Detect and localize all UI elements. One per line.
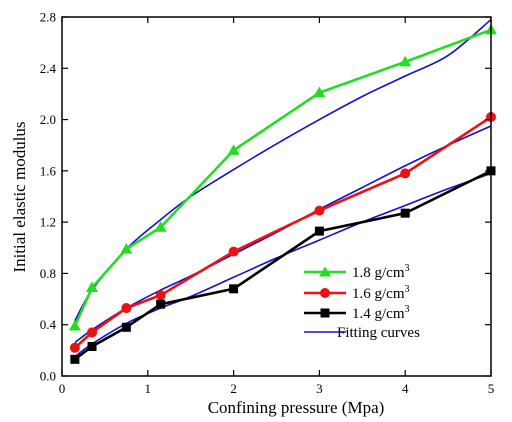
ticks-layer: 0 1 2 3 4 5 0.0 0.4 0.8 1.2 1.6 2.0 2.4 2.8 <box>40 10 495 397</box>
data-point-circle <box>121 303 132 314</box>
data-point-triangle <box>313 86 326 98</box>
data-point-circle <box>400 168 411 179</box>
data-point-square <box>121 322 131 332</box>
x-tick-label: 2 <box>230 381 237 396</box>
y-tick-label: 2.0 <box>40 112 56 127</box>
y-axis-label: Initial elastic modulus <box>10 121 29 272</box>
legend-entry-1.6: 1.6 g/cm3 <box>304 284 410 302</box>
data-point-circle <box>228 246 239 257</box>
fitting-curve-0 <box>74 18 492 322</box>
data-point-square <box>229 284 239 294</box>
y-tick-label: 1.2 <box>40 215 56 230</box>
plot-frame <box>61 16 492 377</box>
legend-marker-circle <box>320 288 330 298</box>
data-point-circle <box>155 290 166 301</box>
svg-text:1.6 g/cm3: 1.6 g/cm3 <box>352 284 410 302</box>
y-tick-label: 1.6 <box>40 163 57 178</box>
data-point-triangle <box>120 243 133 254</box>
y-tick-label: 0.4 <box>40 317 57 332</box>
data-point-triangle <box>86 281 99 293</box>
legend-entry-1.4: 1.4 g/cm3 <box>304 304 410 322</box>
svg-text:1.4 g/cm3: 1.4 g/cm3 <box>352 304 410 322</box>
y-tick-label: 0.8 <box>40 266 56 281</box>
axes-layer <box>61 16 492 377</box>
svg-text:1.8 g/cm3: 1.8 g/cm3 <box>352 263 410 281</box>
legend-sup-1.4: 3 <box>405 304 410 315</box>
data-point-triangle <box>399 55 412 67</box>
x-tick-label: 5 <box>488 381 495 396</box>
fitting-curves-layer <box>74 18 492 358</box>
legend-marker-triangle <box>319 266 331 277</box>
y-tick-label: 2.8 <box>40 10 56 25</box>
data-point-square <box>314 226 324 236</box>
legend-sup-1.6: 3 <box>405 284 410 295</box>
y-tick-label: 2.4 <box>40 61 57 76</box>
legend-entry-fitting: Fitting curves <box>304 325 420 341</box>
data-point-square <box>156 299 166 309</box>
x-axis-label: Confining pressure (Mpa) <box>208 398 385 417</box>
series-line-0 <box>73 28 492 327</box>
data-point-triangle <box>154 221 167 232</box>
legend-label-1.8: 1.8 g/cm <box>352 265 405 281</box>
data-point-triangle <box>227 144 240 155</box>
legend-label-fitting: Fitting curves <box>337 325 420 341</box>
y-tick-label: 0.0 <box>40 369 56 384</box>
legend: 1.8 g/cm3 1.6 g/cm3 1.4 g/cm3 Fitting cu… <box>304 263 420 341</box>
data-point-square <box>400 208 410 218</box>
x-tick-label: 3 <box>316 381 323 396</box>
data-point-circle <box>69 342 80 353</box>
series-line-2 <box>74 169 492 361</box>
legend-label-1.6: 1.6 g/cm <box>352 286 405 302</box>
data-point-square <box>70 354 80 364</box>
data-point-square <box>87 342 97 352</box>
legend-label-1.4: 1.4 g/cm <box>352 306 405 322</box>
data-point-triangle <box>68 319 81 331</box>
legend-entry-1.8: 1.8 g/cm3 <box>304 263 410 281</box>
x-tick-label: 0 <box>59 381 66 396</box>
legend-marker-square <box>320 308 330 318</box>
x-tick-label: 4 <box>402 381 409 396</box>
series-line-1 <box>74 115 492 349</box>
x-tick-label: 1 <box>145 381 152 396</box>
data-point-circle <box>87 327 98 338</box>
legend-sup-1.8: 3 <box>405 263 410 274</box>
data-point-circle <box>314 205 325 216</box>
